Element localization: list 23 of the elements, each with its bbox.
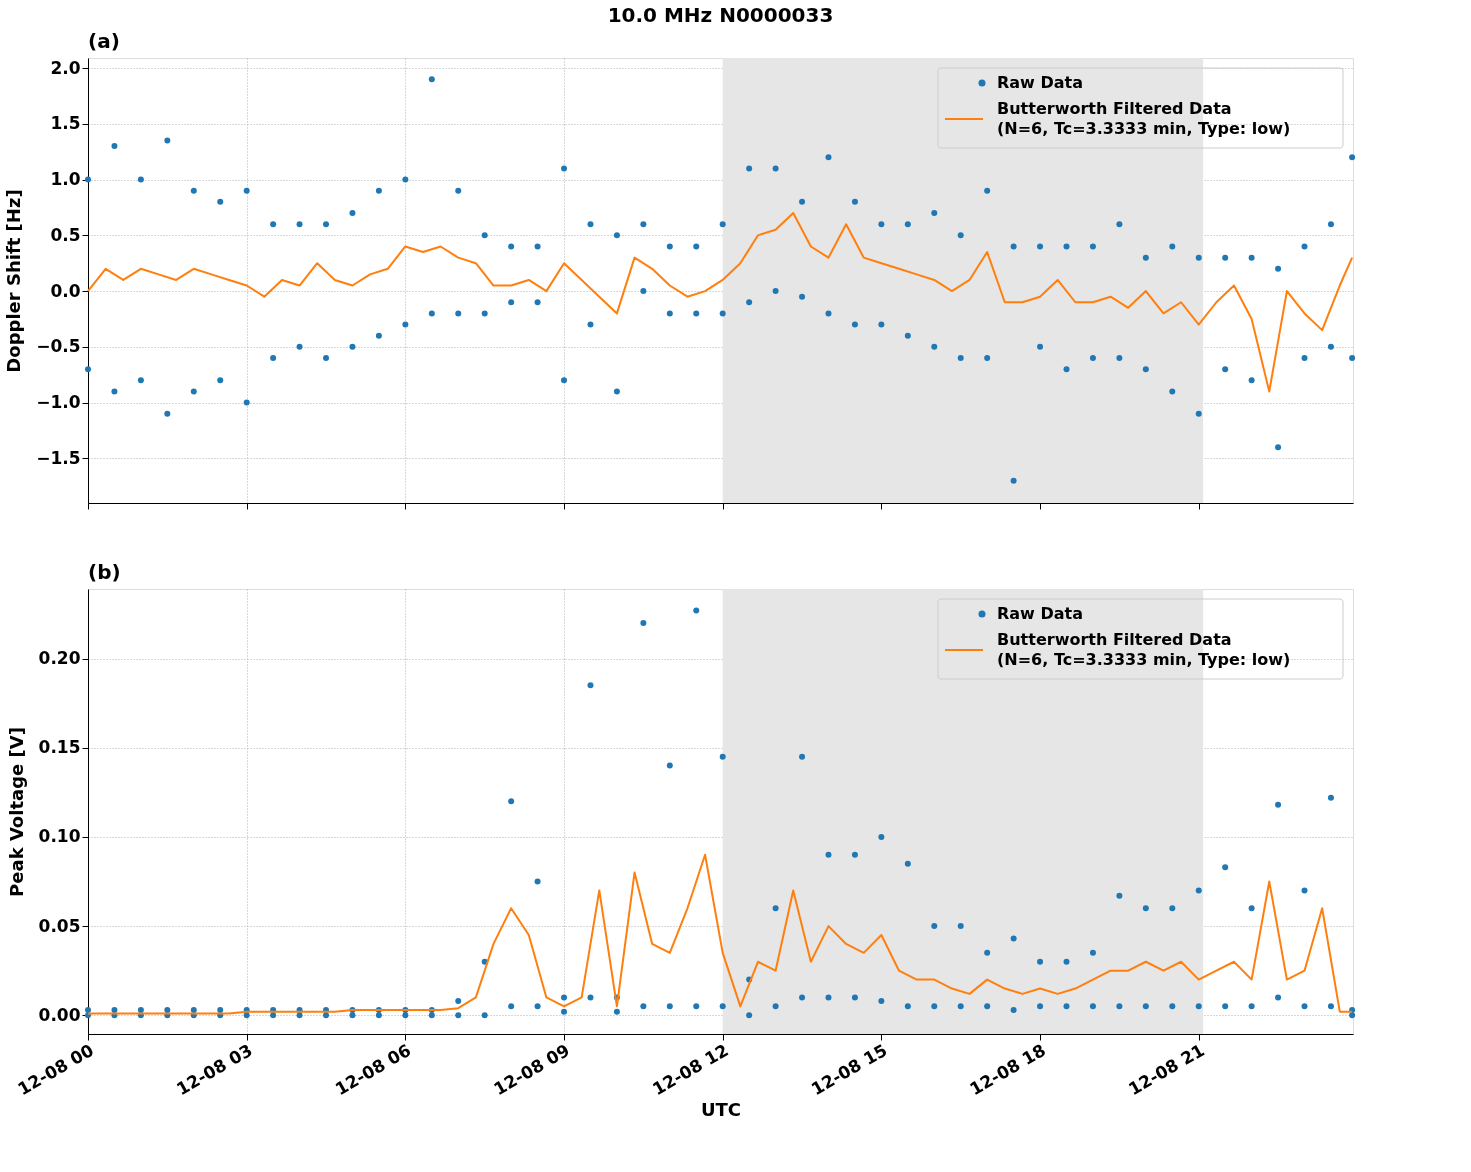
y-tick-label: 0.10	[38, 826, 81, 847]
y-tick-label: 1.0	[50, 169, 81, 190]
y-tick-label: 0.20	[38, 648, 81, 669]
text: (b)	[88, 560, 121, 584]
y-tick-label: 0.15	[38, 737, 81, 758]
legend-label: Raw Data	[997, 73, 1083, 92]
y-tick-label: 0.00	[38, 1004, 81, 1025]
y-tick-label: 0.5	[50, 224, 81, 245]
y-tick-label: 0.0	[50, 280, 81, 301]
y-axis-title: Doppler Shift [Hz]	[3, 189, 25, 373]
y-tick-label: 2.0	[50, 57, 81, 78]
y-axis-title: Peak Voltage [V]	[5, 727, 27, 897]
y-tick-label: 0.05	[38, 915, 81, 936]
legend-label: Butterworth Filtered Data (N=6, Tc=3.3333 min, Type: low)	[997, 99, 1291, 138]
y-tick-label: 1.5	[50, 113, 81, 134]
y-tick-label: −0.5	[36, 336, 81, 357]
text: (a)	[88, 29, 120, 53]
x-axis-title: UTC	[700, 1099, 742, 1121]
y-tick-label: −1.0	[36, 392, 81, 413]
legend-label: Butterworth Filtered Data (N=6, Tc=3.3333 min, Type: low)	[997, 630, 1291, 669]
legend-label: Raw Data	[997, 604, 1083, 623]
chart-title: 10.0 MHz N0000033	[607, 3, 834, 27]
y-tick-label: −1.5	[36, 447, 81, 468]
